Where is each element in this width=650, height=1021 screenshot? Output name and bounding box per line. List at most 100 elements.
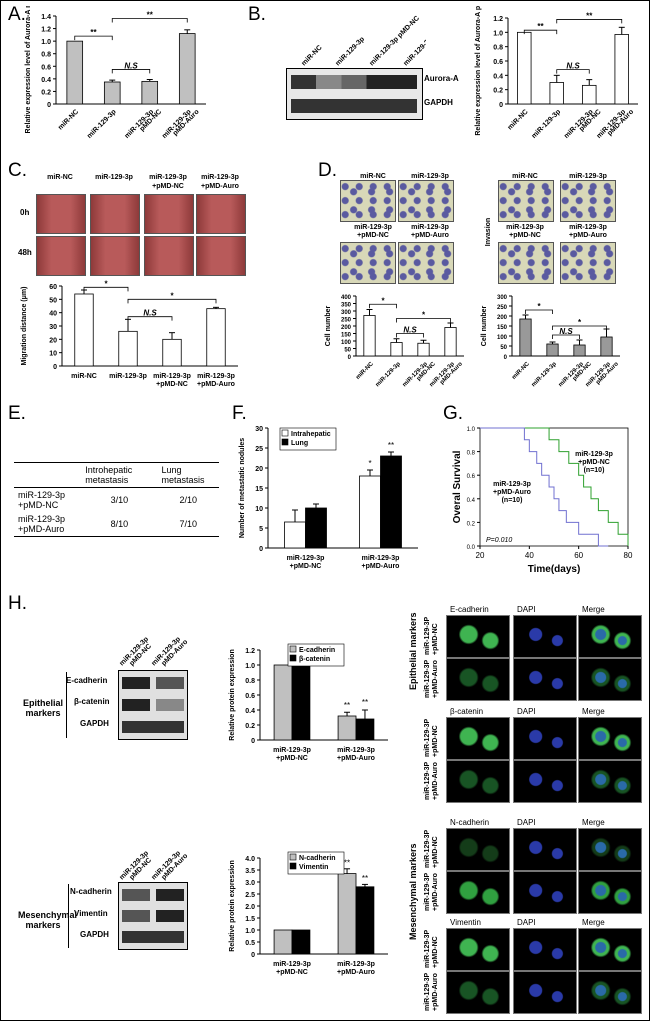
y-tick-label: 0 <box>499 102 503 109</box>
bar <box>573 344 586 357</box>
bar <box>355 718 375 741</box>
if-column-label: DAPI <box>517 818 536 827</box>
bar <box>380 455 402 549</box>
legend-label: (n=10) <box>502 497 523 504</box>
bar <box>359 475 381 549</box>
x-tick-label: 40 <box>525 551 534 560</box>
blot-column-label: miR-NC <box>300 44 323 67</box>
panel-letter-h: H. <box>8 593 27 614</box>
if-marker-image <box>446 760 510 803</box>
bar <box>273 929 293 955</box>
y-tick-label: 0.2 <box>467 521 476 527</box>
panel-g-survival-chart: 0.0 0.2 0.4 0.6 0.8 1.0 20 40 60 80 Time(days) Over… <box>452 427 633 575</box>
y-tick-label: 0 <box>47 102 51 109</box>
y-tick-label: 50 <box>500 345 507 351</box>
significance-bracket <box>556 19 623 24</box>
panel-h-mesenchymal-chart: 0 0.5 1.0 1.5 2.0 2.5 3.0 3.5 4.0 Relative protei… <box>229 851 388 976</box>
epithelial-markers-label: Epithelial markers <box>22 698 63 718</box>
y-axis-label: Migration distance (μm) <box>21 287 28 366</box>
significance-label: * <box>104 279 108 288</box>
panel-f-bar-chart: 0 5 10 15 20 25 30 Number of metastatic nodules… <box>239 426 418 570</box>
table-cell: 7/10 <box>179 519 197 529</box>
blot-label-e-cadherin: E-cadherin <box>66 676 108 685</box>
y-tick-label: 100 <box>497 335 508 341</box>
if-row-label: miR-129-3P +pMD-Auro <box>424 761 439 800</box>
tick-label: miR-129-3p <box>375 361 402 388</box>
gapdh-band <box>122 931 184 943</box>
transwell-image <box>340 180 396 222</box>
transwell-image <box>398 180 454 222</box>
legend-swatch <box>281 438 289 446</box>
aurora-a-band <box>291 75 417 89</box>
bar <box>74 293 94 367</box>
table-cell: 2/10 <box>179 495 197 505</box>
significance-bracket <box>127 298 217 304</box>
significance-label: N.S <box>143 309 157 318</box>
bar <box>291 664 311 741</box>
y-tick-label: 0.6 <box>467 474 476 480</box>
x-tick-label: +pMD-Auro <box>337 755 375 762</box>
y-tick-label: 0.2 <box>493 88 503 95</box>
transwell-image <box>498 242 554 284</box>
x-tick-label: 20 <box>476 551 485 560</box>
if-column-label: Merge <box>582 918 605 927</box>
y-tick-label: 0 <box>251 952 255 959</box>
bar <box>273 664 293 741</box>
legend-box <box>279 427 337 451</box>
panel-letter-a: A. <box>8 4 26 25</box>
bar <box>118 330 138 367</box>
x-tick-label: +pMD-Auro <box>197 381 235 388</box>
significance-bracket <box>83 286 129 292</box>
y-tick-label: 50 <box>49 297 57 304</box>
y-tick-label: 0.2 <box>41 89 51 96</box>
significance-label: ** <box>344 701 350 710</box>
y-tick-label: 1.0 <box>245 663 255 670</box>
if-row-label: miR-129-3P +pMD-Auro <box>424 659 439 698</box>
y-tick-label: 0.6 <box>493 59 503 66</box>
legend-swatch <box>289 862 297 870</box>
if-column-label: DAPI <box>517 605 536 614</box>
panel-letter-e: E. <box>8 403 26 424</box>
if-row-label: miR-129-3P +pMD-NC <box>424 929 439 968</box>
bar <box>305 507 327 549</box>
table-cell: 3/10 <box>110 495 129 505</box>
y-tick-label: 15 <box>255 486 263 493</box>
bracket-line <box>68 884 69 948</box>
y-tick-label: 0 <box>251 738 255 745</box>
y-tick-label: 0.8 <box>245 678 255 685</box>
mesenchymal-markers-label: Mesenchymal markers <box>18 910 78 930</box>
if-marker-image <box>446 971 510 1014</box>
blot-label-aurora-a: Aurora-A <box>424 74 459 83</box>
bar <box>337 873 357 955</box>
y-tick-label: 150 <box>497 325 508 331</box>
y-axis-label: Relative protein expression <box>229 649 236 740</box>
column-label: miR-129-3p <box>411 224 449 231</box>
legend-label: N-cadherin <box>299 855 336 862</box>
tick-label: miR-NC <box>57 108 80 131</box>
significance-label: ** <box>147 11 154 20</box>
n-cadherin-band <box>122 889 184 901</box>
wound-image <box>196 236 246 276</box>
significance-label: * <box>537 302 541 311</box>
column-label: miR-129-3p <box>354 224 392 231</box>
transwell-image <box>398 242 454 284</box>
table-cell: 8/10 <box>110 519 129 529</box>
if-column-label: Vimentin <box>450 918 481 927</box>
tick-label: miR-129-3p <box>531 108 563 140</box>
panel-letter-d: D. <box>318 160 337 181</box>
if-row-label: miR-129-3P +pMD-Auro <box>424 972 439 1011</box>
y-tick-label: 50 <box>344 348 351 354</box>
y-tick-label: 1.2 <box>493 16 503 23</box>
y-tick-label: 40 <box>49 311 57 318</box>
x-tick-label: 60 <box>574 551 583 560</box>
y-tick-label: 1.2 <box>41 27 51 34</box>
x-tick-label: miR-129-3p <box>273 961 311 968</box>
y-tick-label: 0 <box>348 355 352 361</box>
if-marker-image <box>446 871 510 914</box>
column-label: +pMD-NC <box>357 232 389 239</box>
bar <box>206 308 226 367</box>
blot-column-label: miR-129-3p <box>334 36 366 68</box>
bar <box>614 34 629 105</box>
y-tick-label: 0.0 <box>467 545 476 551</box>
